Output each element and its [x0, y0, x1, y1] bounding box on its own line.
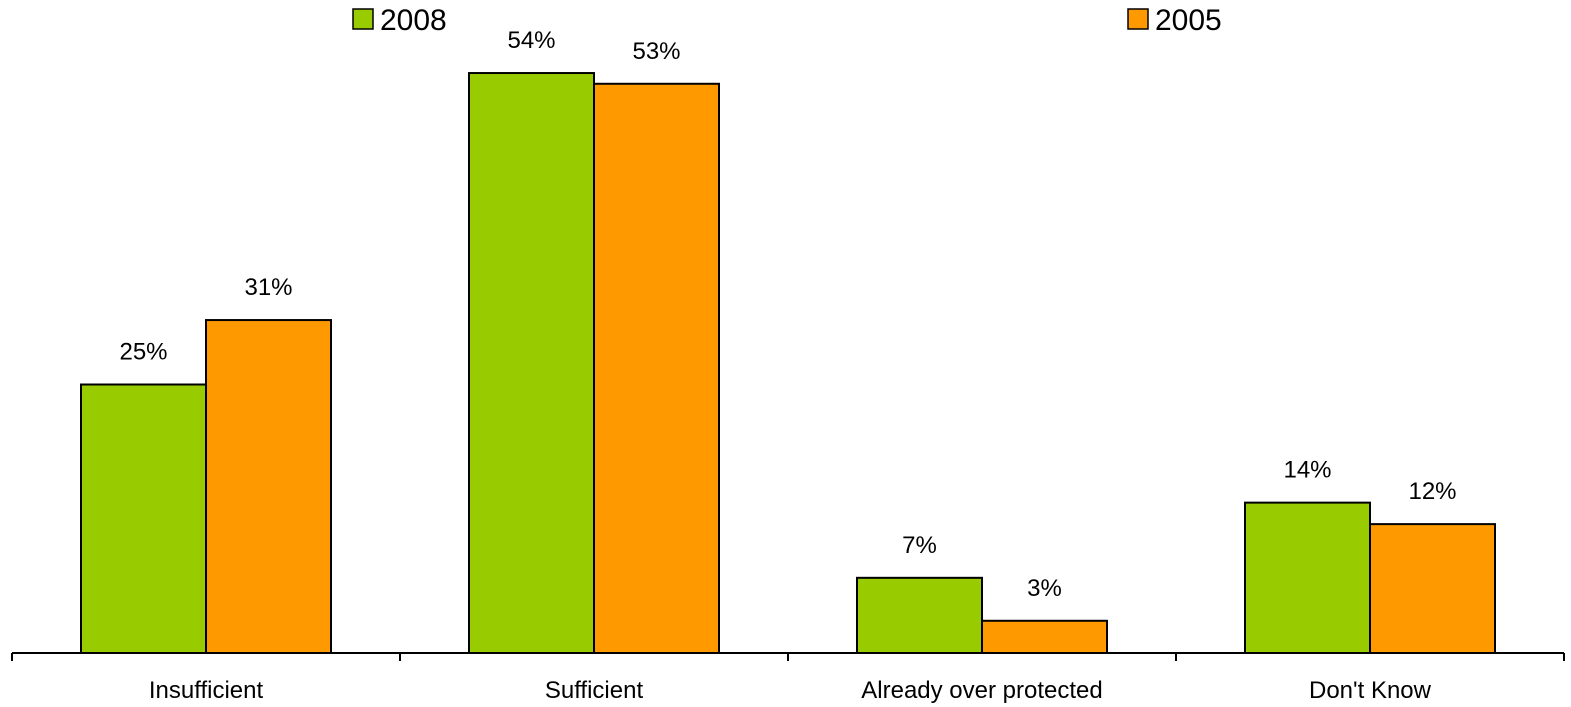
legend-swatch-2005 [1127, 8, 1149, 30]
value-label-insufficient-2008: 25% [119, 339, 167, 366]
legend-item-2005: 2005 [1127, 4, 1222, 37]
value-label-already-over-protected-2005: 3% [1027, 575, 1062, 602]
bar-insufficient-2005 [205, 319, 332, 654]
value-label-insufficient-2005: 31% [244, 274, 292, 301]
value-label-sufficient-2005: 53% [632, 38, 680, 65]
bar-don-t-know-2008 [1244, 501, 1371, 655]
bar-already-over-protected-2005 [981, 619, 1108, 655]
category-label-insufficient: Insufficient [149, 677, 264, 704]
category-label-sufficient: Sufficient [545, 677, 644, 704]
category-label-already-over-protected: Already over protected [861, 677, 1102, 704]
legend-item-2008: 2008 [352, 4, 447, 37]
value-labels: 25% 31% 54% 53% 7% 3% 14% 12% [119, 27, 1456, 602]
category-label-don-t-know: Don't Know [1309, 677, 1432, 704]
value-label-don-t-know-2008: 14% [1283, 457, 1331, 484]
category-labels: Insufficient Sufficient Already over prote… [149, 677, 1432, 704]
value-label-sufficient-2008: 54% [507, 27, 555, 54]
legend-label-2008: 2008 [380, 4, 447, 37]
bar-sufficient-2005 [593, 82, 720, 654]
bar-insufficient-2008 [80, 383, 207, 654]
bars [80, 72, 1496, 655]
x-axis [11, 652, 1565, 661]
bar-already-over-protected-2008 [856, 576, 983, 655]
bar-don-t-know-2005 [1369, 523, 1496, 654]
legend-swatch-2008 [352, 8, 374, 30]
value-label-don-t-know-2005: 12% [1408, 478, 1456, 505]
legend: 2008 2005 [352, 4, 1222, 37]
value-label-already-over-protected-2008: 7% [902, 532, 937, 559]
bar-sufficient-2008 [468, 72, 595, 655]
legend-label-2005: 2005 [1155, 4, 1222, 37]
